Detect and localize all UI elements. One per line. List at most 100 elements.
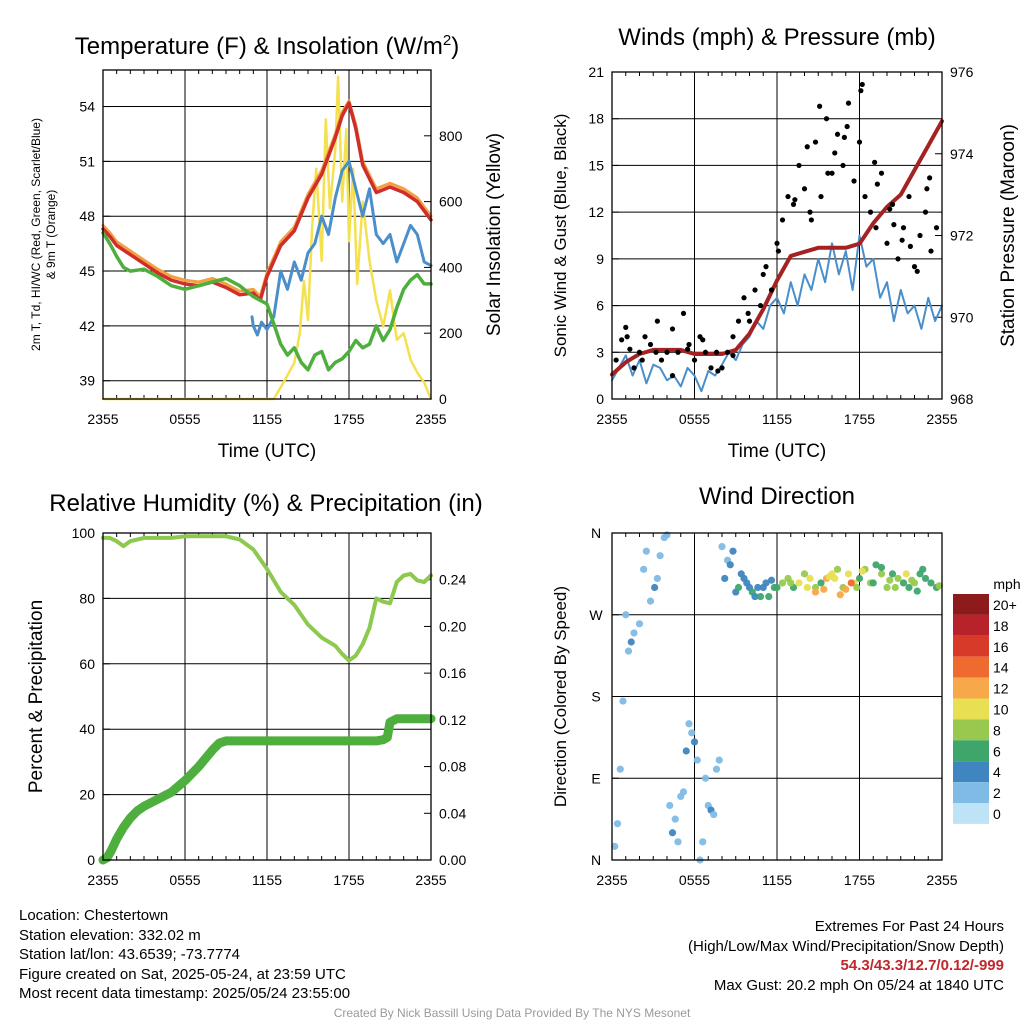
y2-tick-label: 0.16 xyxy=(439,665,466,681)
x-tick-label: 2355 xyxy=(926,411,957,427)
y-tick-label: 3 xyxy=(596,344,604,360)
gust-point xyxy=(807,209,813,215)
direction-point xyxy=(927,579,935,587)
gust-point xyxy=(884,240,890,246)
gust-point xyxy=(796,162,802,169)
direction-point xyxy=(858,567,866,575)
gust-point xyxy=(653,349,659,355)
direction-point xyxy=(718,543,726,551)
extremes-info: Extremes For Past 24 Hours (High/Low/Max… xyxy=(688,917,1004,995)
direction-point xyxy=(712,765,721,773)
gust-point xyxy=(730,334,736,340)
y-tick-label: 42 xyxy=(79,318,95,334)
direction-point xyxy=(656,552,664,560)
gust-point xyxy=(627,346,633,352)
y2-tick-label: 0.24 xyxy=(439,572,466,588)
gust-point xyxy=(745,310,751,316)
x-tick-label: 1155 xyxy=(762,411,792,427)
direction-point xyxy=(624,647,633,655)
winds-panel: Winds (mph) & Pressure (mb) 2355 0555 1155 1… xyxy=(551,24,1019,462)
gust-point xyxy=(785,193,791,200)
direction-point xyxy=(651,583,659,592)
legend-label: 2 xyxy=(993,785,1001,801)
gust-point xyxy=(774,240,780,246)
legend-swatch xyxy=(953,656,989,678)
y-tick-label: S xyxy=(591,689,600,705)
gust-point xyxy=(613,357,619,363)
gust-point xyxy=(914,268,920,274)
x-tick-label: 0555 xyxy=(679,872,710,888)
y2-tick-label: 974 xyxy=(950,146,974,162)
direction-point xyxy=(891,583,899,592)
gust-point xyxy=(841,134,847,140)
gust-point xyxy=(878,170,885,176)
gust-point xyxy=(845,100,852,106)
gust-point xyxy=(624,334,630,340)
gust-point xyxy=(834,131,841,137)
gust-point xyxy=(804,144,810,150)
x-tick-label: 2355 xyxy=(415,872,446,888)
credit-line: Created By Nick Bassill Using Data Provi… xyxy=(333,1006,691,1020)
x-axis-title: Time (UTC) xyxy=(728,441,827,462)
gust-point xyxy=(730,352,736,358)
y-axis-title: Sonic Wind & Gust (Blue, Black) xyxy=(551,114,570,358)
y-tick-label: 48 xyxy=(79,208,95,224)
direction-point xyxy=(833,565,842,573)
plot-frame xyxy=(611,71,943,400)
direction-point xyxy=(869,579,877,587)
direction-point xyxy=(671,815,679,823)
gust-point xyxy=(735,318,742,324)
y2-tick-label: 0.00 xyxy=(439,852,466,868)
direction-point xyxy=(721,574,729,583)
gust-point xyxy=(891,222,897,228)
y2-tick-label: 970 xyxy=(950,309,974,325)
direction-point xyxy=(886,576,894,584)
direction-point xyxy=(800,570,809,578)
direction-point xyxy=(935,582,943,590)
chart-title: Relative Humidity (%) & Precipitation (i… xyxy=(49,490,482,517)
plot-frame xyxy=(102,532,432,861)
gust-point xyxy=(851,178,857,184)
direction-point xyxy=(619,697,627,705)
figure-created: Figure created on Sat, 2025-05-24, at 23… xyxy=(19,965,346,983)
direction-point xyxy=(806,574,814,583)
y2-axis-title: Station Pressure (Maroon) xyxy=(998,124,1019,347)
gust-point xyxy=(927,175,933,181)
station-location: Location: Chestertown xyxy=(19,907,169,924)
legend-swatch xyxy=(953,761,989,783)
gust-point xyxy=(675,349,681,355)
x-tick-label: 0555 xyxy=(169,872,200,888)
gust-point xyxy=(669,373,676,379)
gust-point xyxy=(862,193,868,200)
legend-swatch xyxy=(953,719,989,741)
direction-point xyxy=(888,570,897,578)
gust-point xyxy=(818,193,824,200)
direction-point xyxy=(701,774,710,782)
station-info: Location: Chestertown Station elevation:… xyxy=(19,906,350,1004)
y2-tick-label: 0 xyxy=(439,391,447,407)
legend-title: mph xyxy=(993,576,1020,592)
y-tick-label: 0 xyxy=(596,391,604,407)
legend-swatch xyxy=(953,635,989,657)
gust-point xyxy=(922,209,929,215)
x-tick-label: 2355 xyxy=(415,411,446,427)
gust-point xyxy=(933,225,940,231)
y-tick-label: N xyxy=(591,852,601,868)
gust-point xyxy=(832,150,838,156)
direction-point xyxy=(921,574,930,583)
direction-point xyxy=(883,583,891,592)
humidity-panel: Relative Humidity (%) & Precipitation (i… xyxy=(26,490,483,888)
legend-swatch xyxy=(953,740,989,762)
gust-point xyxy=(825,170,831,176)
direction-point xyxy=(842,585,850,593)
direction-point xyxy=(905,583,913,592)
gust-point xyxy=(658,357,665,363)
x-tick-label: 0555 xyxy=(679,411,710,427)
x-tick-label: 1155 xyxy=(762,872,792,888)
x-tick-label: 0555 xyxy=(169,411,200,427)
gust-point xyxy=(907,243,913,249)
legend-label: 12 xyxy=(993,681,1009,697)
direction-point xyxy=(690,738,699,746)
gust-point xyxy=(702,349,709,355)
gust-point xyxy=(873,225,879,231)
